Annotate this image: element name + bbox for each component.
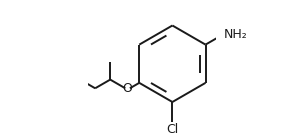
Text: Cl: Cl [166,123,178,136]
Text: NH₂: NH₂ [224,28,247,41]
Text: O: O [123,82,133,95]
